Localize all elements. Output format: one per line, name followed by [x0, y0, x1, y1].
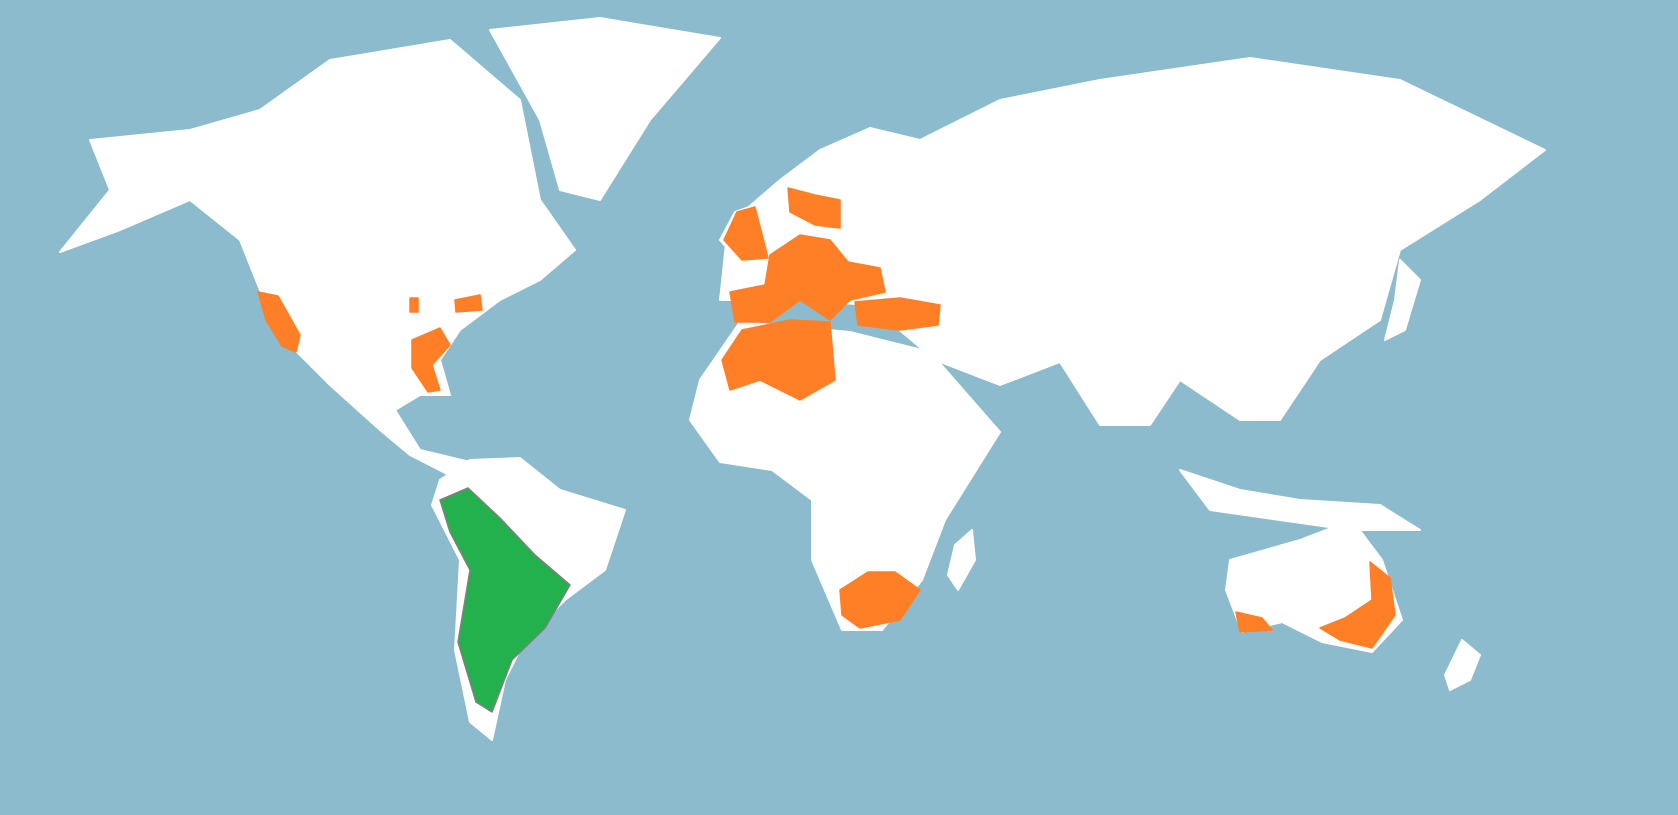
- introduced-region-midwest-us: [409, 297, 419, 313]
- indonesia: [1179, 469, 1421, 531]
- introduced-region-northeast-us: [454, 294, 483, 313]
- introduced-region-southeast-australia: [1319, 561, 1396, 649]
- introduced-range: [257, 187, 1396, 649]
- eurasia: [719, 57, 1546, 426]
- introduced-region-western-europe: [729, 234, 886, 323]
- new-zealand: [1444, 639, 1481, 691]
- introduced-region-north-africa: [721, 319, 836, 401]
- madagascar: [947, 529, 976, 591]
- introduced-region-scandinavia: [787, 187, 841, 229]
- introduced-region-south-africa: [839, 571, 921, 629]
- africa: [689, 321, 1001, 631]
- japan: [1384, 259, 1421, 341]
- north-america: [59, 39, 576, 479]
- greenland: [489, 17, 721, 201]
- introduced-region-california: [257, 291, 301, 353]
- native-region-southern-south-america: [439, 487, 571, 713]
- landmasses: [59, 17, 1546, 741]
- native-range: [439, 487, 571, 713]
- introduced-region-turkey: [854, 297, 941, 331]
- introduced-region-british-isles: [723, 206, 769, 261]
- introduced-region-southeast-us: [411, 327, 451, 393]
- introduced-region-southwest-australia: [1235, 611, 1273, 633]
